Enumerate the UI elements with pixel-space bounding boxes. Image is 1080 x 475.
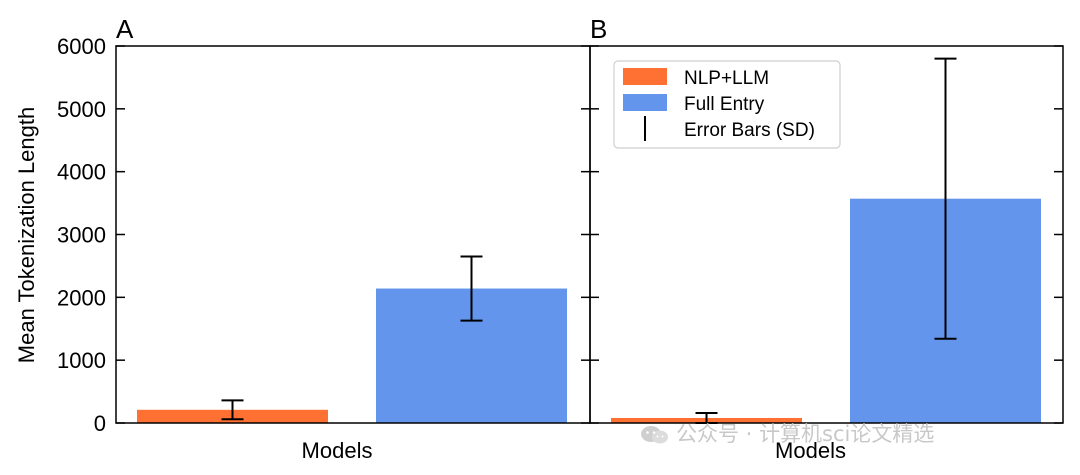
legend-swatch bbox=[623, 94, 667, 111]
y-tick-label: 0 bbox=[94, 411, 106, 436]
error-bar-a-nlp-llm bbox=[221, 399, 244, 421]
panel-label-b: B bbox=[590, 14, 607, 44]
y-tick-label: 5000 bbox=[57, 97, 106, 122]
watermark-text: 公众号 · 计算机sci论文精选 bbox=[676, 422, 935, 446]
legend-label: NLP+LLM bbox=[684, 68, 769, 89]
legend-box bbox=[613, 60, 841, 149]
legend-label: Full Entry bbox=[684, 94, 765, 115]
y-axis-label: Mean Tokenization Length bbox=[14, 107, 39, 363]
error-bar-b-full-entry bbox=[934, 57, 957, 340]
legend-item-nlp-llm: NLP+LLM bbox=[623, 68, 769, 89]
x-axis-label-b: Models bbox=[775, 438, 846, 463]
panel-b: B Models bbox=[589, 14, 1064, 463]
error-bar-a-full-entry bbox=[460, 255, 483, 322]
y-tick-label: 3000 bbox=[57, 223, 106, 248]
y-tick-label: 2000 bbox=[57, 285, 106, 310]
legend-item-error-bars-sd: Error Bars (SD) bbox=[644, 116, 815, 141]
x-axis-label-a: Models bbox=[302, 438, 373, 463]
legend-label: Error Bars (SD) bbox=[684, 120, 815, 141]
y-tick-label: 1000 bbox=[57, 348, 106, 373]
panel-label-a: A bbox=[116, 14, 134, 44]
y-tick-label: 4000 bbox=[57, 160, 106, 185]
legend-swatch bbox=[623, 68, 667, 85]
watermark: 公众号 · 计算机sci论文精选 bbox=[640, 418, 934, 448]
panel-a: 0 1000 2000 3000 4000 5000 6000 A Models bbox=[57, 14, 591, 463]
wechat-icon bbox=[641, 426, 668, 444]
legend-item-full-entry: Full Entry bbox=[623, 94, 765, 115]
y-tick-label: 6000 bbox=[57, 34, 106, 59]
legend: NLP+LLM Full Entry Error Bars (SD) bbox=[613, 60, 841, 149]
